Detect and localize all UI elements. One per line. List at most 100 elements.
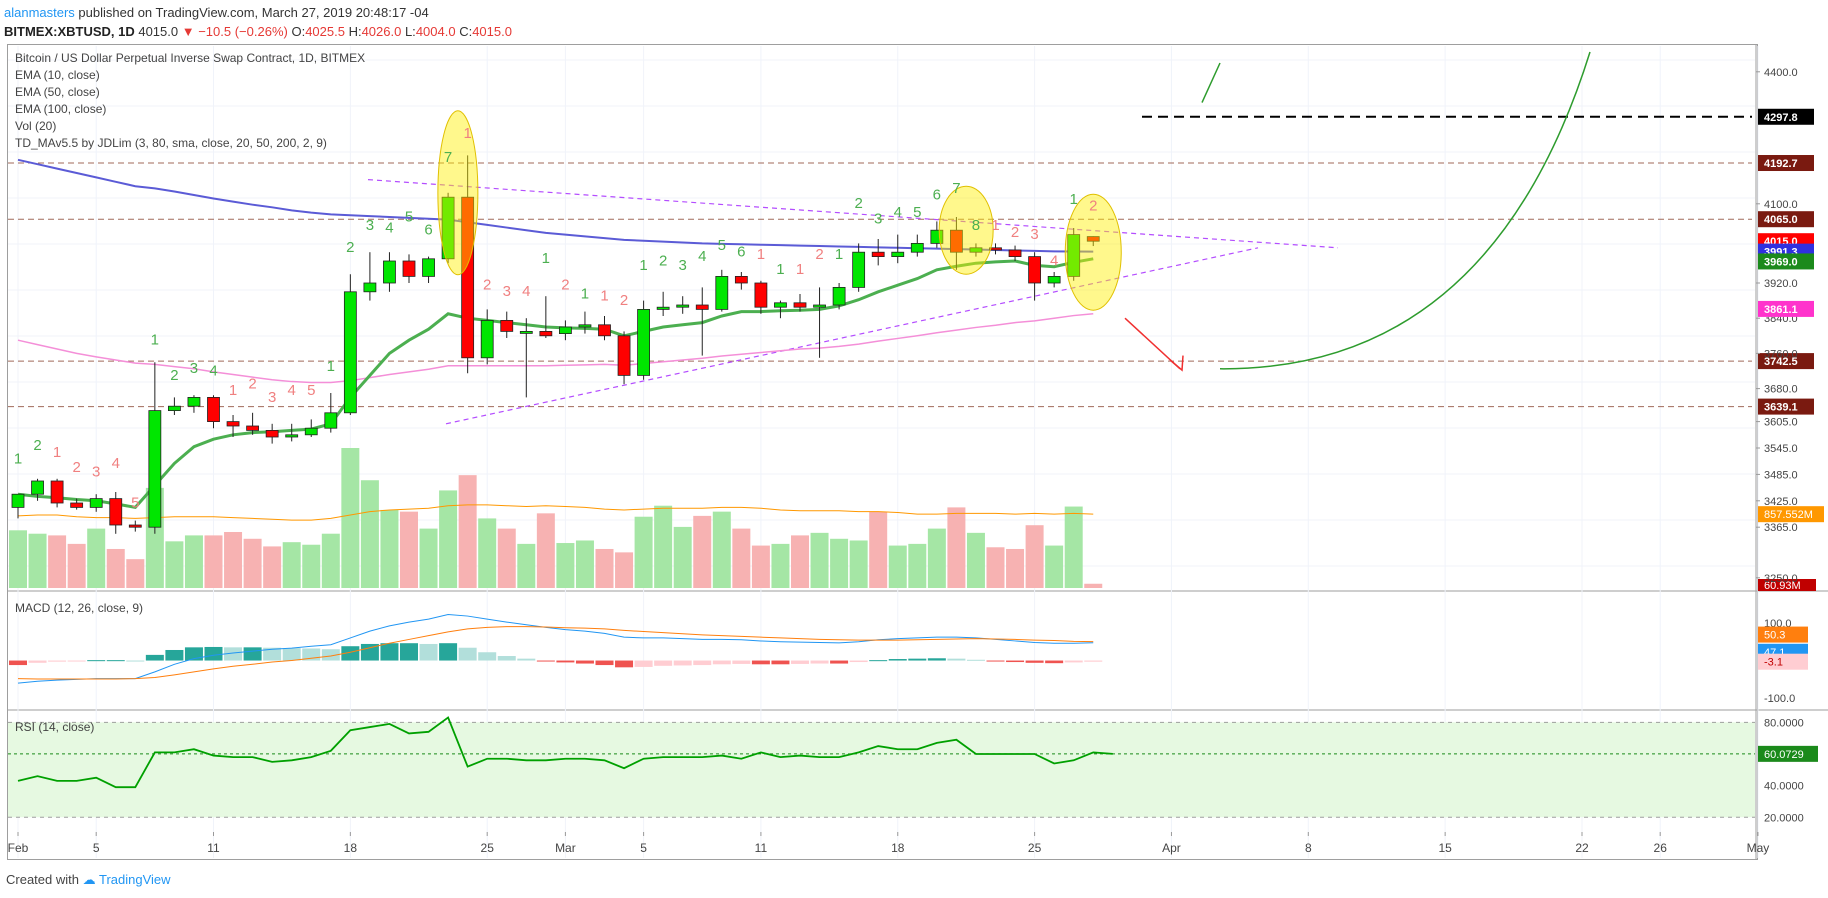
volume-bar — [400, 511, 418, 588]
candle-body — [754, 282, 768, 308]
highlight-ellipse — [938, 185, 994, 275]
volume-bar — [380, 509, 399, 588]
candle-body — [207, 396, 220, 422]
rsi-tick-label: 40.0000 — [1764, 781, 1804, 793]
price-tag-label: 3969.0 — [1764, 256, 1798, 268]
macd-histogram-bar — [360, 643, 379, 661]
td-count-label: 5 — [913, 204, 921, 221]
legend-rsi[interactable]: RSI (14, close) — [15, 720, 95, 734]
legend-td[interactable]: TD_MAv5.5 by JDLim (3, 80, sma, close, 2… — [15, 136, 327, 150]
volume-bar — [341, 448, 360, 588]
legend-title[interactable]: Bitcoin / US Dollar Perpetual Inverse Sw… — [15, 51, 366, 65]
legend-macd[interactable]: MACD (12, 26, close, 9) — [15, 601, 144, 615]
volume-bar — [1064, 506, 1083, 588]
macd-histogram-bar — [478, 652, 497, 661]
macd-pane: 100.050.347.1-3.1-100.0 — [9, 614, 1808, 705]
projection-stub — [1201, 62, 1221, 103]
macd-histogram-bar — [654, 660, 673, 666]
rsi-tick-label: 20.0000 — [1764, 812, 1804, 824]
macd-histogram-bar — [380, 643, 399, 661]
volume-bar — [87, 528, 106, 588]
candle-body — [578, 324, 592, 328]
trendline-drawings — [367, 51, 1591, 425]
td-count-label: 3 — [190, 360, 198, 377]
macd-histogram-bar — [28, 660, 47, 663]
price-tick-label: 4400.0 — [1764, 67, 1798, 79]
moving-averages — [17, 158, 1094, 510]
legend-vol[interactable]: Vol (20) — [15, 119, 57, 133]
macd-histogram-bar — [556, 660, 575, 663]
ascending-trendline — [445, 247, 1259, 425]
candle-body — [637, 308, 650, 376]
candle-body — [891, 251, 905, 257]
candle-body — [304, 427, 318, 436]
macd-histogram-bar — [1006, 660, 1025, 663]
legend-ema100[interactable]: EMA (100, close) — [15, 102, 107, 116]
td-count-label: 2 — [483, 277, 491, 294]
time-tick-label: May — [1747, 841, 1770, 855]
rsi-band — [8, 721, 1755, 818]
td-count-label: 2 — [854, 195, 862, 212]
macd-histogram-bar — [810, 660, 829, 664]
candle-body — [187, 396, 201, 407]
macd-histogram-bar — [693, 660, 712, 666]
candle-body — [383, 260, 396, 284]
volume-bar — [615, 552, 634, 588]
macd-histogram-bar — [48, 660, 67, 662]
candle-body — [559, 326, 572, 334]
macd-histogram-bar — [1045, 660, 1064, 664]
macd-tick-label: 50.3 — [1764, 630, 1785, 642]
td-count-label: 1 — [229, 382, 237, 399]
rsi-pane: 80.0000 60.0729 40.0000 20.0000 — [8, 716, 1818, 824]
author-link[interactable]: alanmasters — [4, 5, 75, 20]
candle-body — [989, 247, 1002, 251]
volume-bar — [908, 543, 927, 588]
macd-histogram-bar — [908, 658, 927, 661]
volume-bar — [1045, 545, 1064, 588]
chart-header: alanmasters published on TradingView.com… — [4, 3, 512, 41]
time-tick-label: 11 — [755, 841, 768, 855]
td-count-label: 1 — [991, 217, 999, 234]
td-count-label: 4 — [894, 204, 902, 221]
ohlc-o-label: O: — [287, 24, 306, 39]
candle-body — [1008, 249, 1022, 257]
candle-body — [969, 247, 983, 253]
price-tick-label: 3760.0 — [1764, 348, 1798, 360]
candle-body — [793, 302, 807, 308]
price-change: ▼ −10.5 (−0.26%) — [181, 24, 288, 39]
candle-body — [1047, 275, 1061, 284]
volume-bar — [654, 505, 673, 588]
footer-brand[interactable]: TradingView — [99, 872, 171, 887]
macd-histogram-bar — [145, 654, 164, 661]
volume-bar — [478, 518, 497, 588]
volume-bar — [224, 532, 243, 588]
time-tick-label: Mar — [555, 841, 576, 855]
volume-ma-tag — [1758, 506, 1824, 523]
macd-histogram-bar — [184, 647, 203, 661]
legend-ema10[interactable]: EMA (10, close) — [15, 68, 100, 82]
volume-bar — [419, 528, 438, 588]
td-count-label: 1 — [796, 261, 804, 278]
td-count-label: 3 — [92, 464, 100, 481]
candle-body — [422, 258, 435, 277]
td-count-label: 2 — [1089, 197, 1097, 214]
macd-histogram-bar — [263, 647, 282, 661]
price-tag-label: 3861.1 — [1764, 304, 1798, 316]
candles — [11, 155, 1100, 534]
macd-histogram-bar — [243, 647, 262, 661]
macd-histogram-bar — [165, 649, 184, 661]
ohlc-h-value: 4026.0 — [361, 24, 402, 39]
volume-bar — [869, 511, 888, 588]
volume-bar — [282, 542, 301, 588]
td-count-label: 2 — [620, 292, 628, 309]
volume-bar — [28, 533, 47, 588]
legend-ema50[interactable]: EMA (50, close) — [15, 85, 100, 99]
volume-bar — [497, 528, 516, 588]
highlight-ellipse — [437, 110, 479, 276]
td-count-label: 1 — [151, 332, 159, 349]
macd-histogram-bar — [732, 660, 751, 664]
down-arrow-head — [1169, 355, 1184, 372]
td-count-label: 1 — [600, 288, 608, 305]
ohlc-o-value: 4025.5 — [305, 24, 345, 39]
